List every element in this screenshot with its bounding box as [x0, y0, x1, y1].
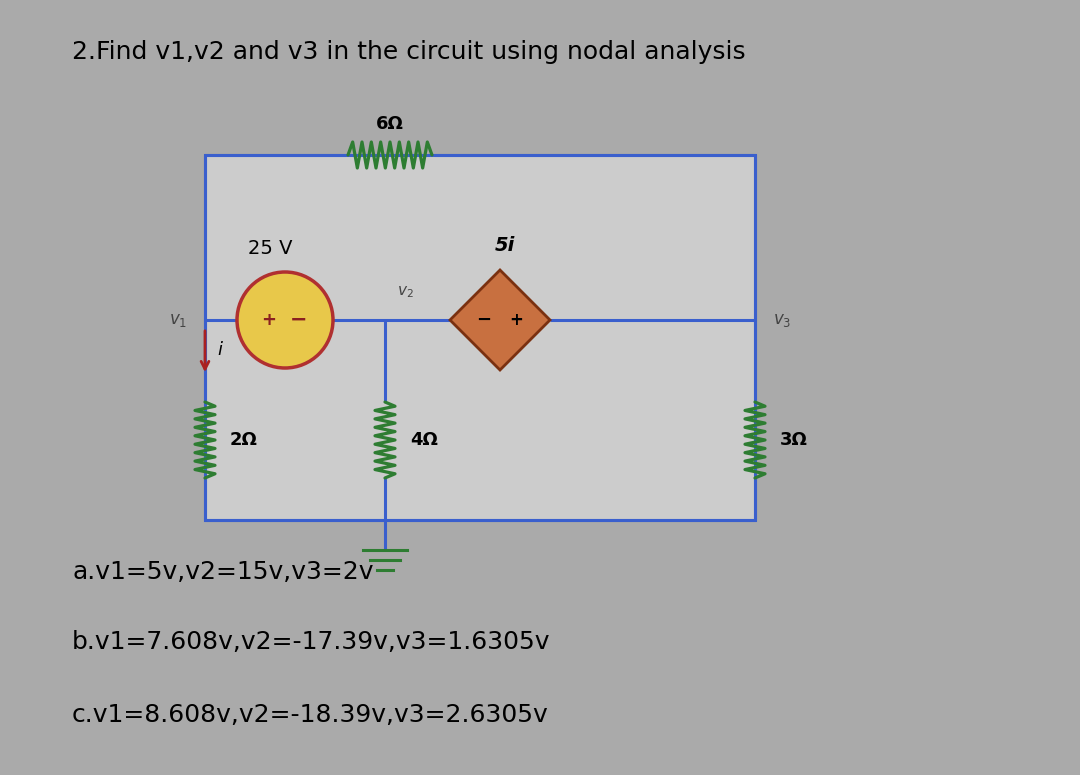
Text: $v_3$: $v_3$: [773, 311, 792, 329]
Text: +: +: [509, 311, 523, 329]
Text: 4Ω: 4Ω: [410, 431, 437, 449]
Text: −: −: [476, 311, 491, 329]
Text: b.v1=7.608v,v2=-17.39v,v3=1.6305v: b.v1=7.608v,v2=-17.39v,v3=1.6305v: [72, 630, 551, 654]
Text: i: i: [217, 341, 222, 359]
Text: $v_2$: $v_2$: [397, 284, 414, 300]
Text: +: +: [261, 311, 276, 329]
Text: 2.Find v1,v2 and v3 in the circuit using nodal analysis: 2.Find v1,v2 and v3 in the circuit using…: [72, 40, 745, 64]
Text: 3Ω: 3Ω: [780, 431, 808, 449]
Text: $v_1$: $v_1$: [168, 311, 187, 329]
Text: c.v1=8.608v,v2=-18.39v,v3=2.6305v: c.v1=8.608v,v2=-18.39v,v3=2.6305v: [72, 703, 549, 727]
Text: 2Ω: 2Ω: [230, 431, 258, 449]
Text: a.v1=5v,v2=15v,v3=2v: a.v1=5v,v2=15v,v3=2v: [72, 560, 374, 584]
Polygon shape: [450, 270, 550, 370]
Circle shape: [237, 272, 333, 368]
Text: 25 V: 25 V: [247, 239, 293, 258]
Bar: [205, 155, 755, 520]
Text: 5i: 5i: [495, 236, 515, 255]
Text: 6Ω: 6Ω: [376, 115, 404, 133]
Text: −: −: [291, 310, 308, 330]
